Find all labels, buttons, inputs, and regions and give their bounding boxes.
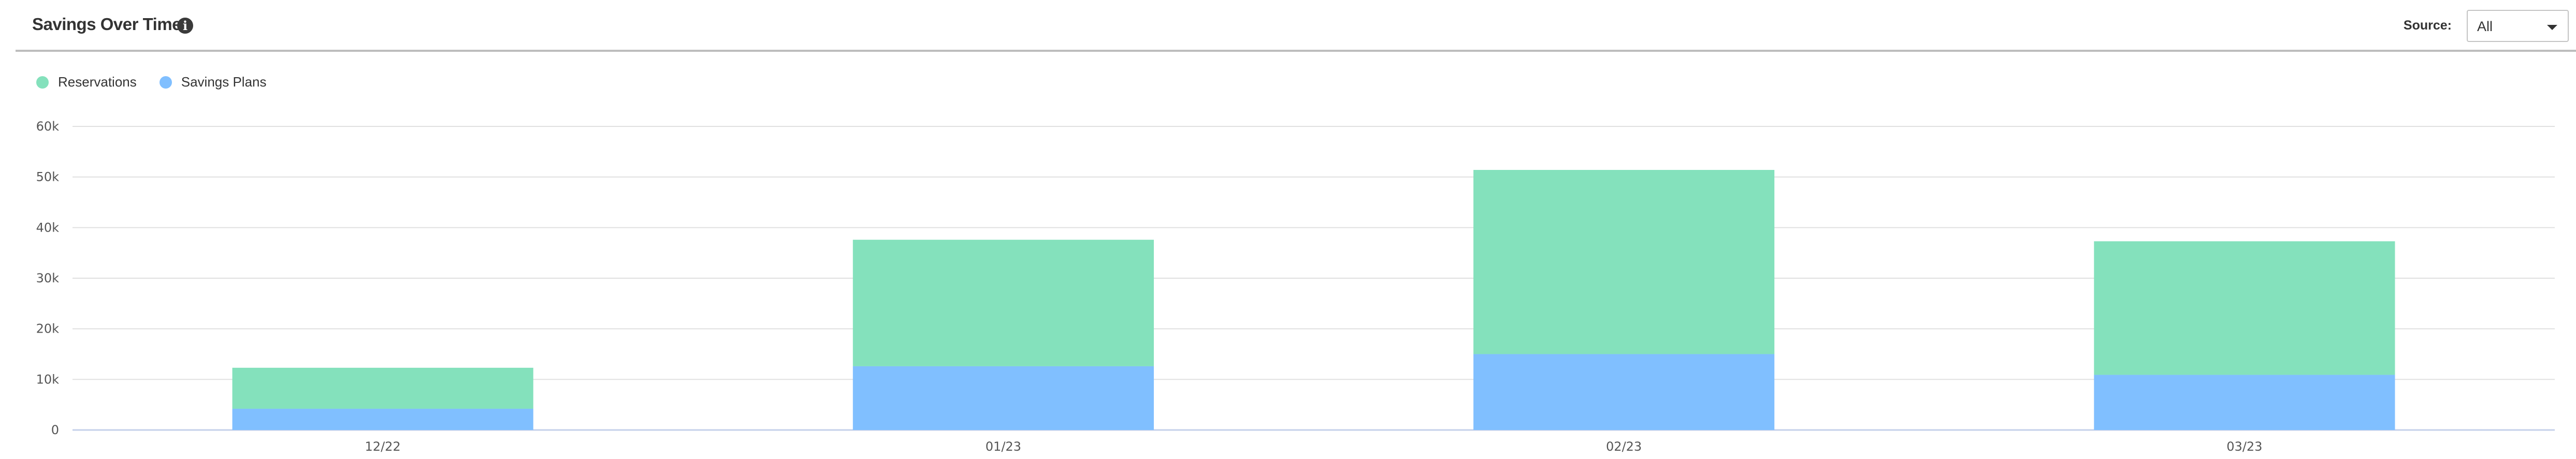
source-select[interactable]: All	[2467, 10, 2569, 42]
bar-savings-plans	[1473, 354, 1775, 430]
y-tick-label: 40k	[36, 220, 60, 235]
y-tick-label: 60k	[36, 119, 60, 134]
source-select-value: All	[2477, 19, 2493, 34]
chevron-down-icon	[2547, 25, 2557, 30]
y-tick-label: 0	[51, 423, 59, 437]
bar-savings-plans	[232, 408, 533, 430]
x-tick-label: 03/23	[2226, 439, 2262, 454]
y-tick-label: 30k	[36, 271, 60, 285]
source-label: Source:	[2403, 18, 2452, 33]
header-divider	[16, 50, 2576, 52]
legend-item-savings-plans[interactable]: Savings Plans	[159, 74, 267, 90]
bar-reservations	[232, 367, 533, 409]
bar-reservations	[852, 239, 1154, 366]
y-tick-label: 10k	[36, 372, 60, 386]
bar-savings-plans	[2094, 375, 2395, 430]
bar-savings-plans	[852, 366, 1154, 430]
legend-label: Reservations	[58, 74, 137, 90]
bar-reservations	[1473, 169, 1775, 354]
legend-label: Savings Plans	[181, 74, 267, 90]
x-tick-label: 12/22	[365, 439, 401, 454]
y-tick-label: 50k	[36, 170, 60, 184]
legend-dot-reservations	[36, 76, 49, 89]
legend-item-reservations[interactable]: Reservations	[36, 74, 137, 90]
x-tick-label: 02/23	[1606, 439, 1642, 454]
chart-legend: Reservations Savings Plans	[36, 74, 267, 90]
y-tick-label: 20k	[36, 322, 60, 336]
legend-dot-savings-plans	[159, 76, 172, 89]
chart-title: Savings Over Time	[32, 15, 182, 34]
x-tick-label: 01/23	[986, 439, 1021, 454]
info-icon[interactable]: i	[177, 18, 193, 34]
chart-header: Savings Over Time i Source: All	[0, 0, 2576, 51]
bar-reservations	[2094, 241, 2395, 375]
